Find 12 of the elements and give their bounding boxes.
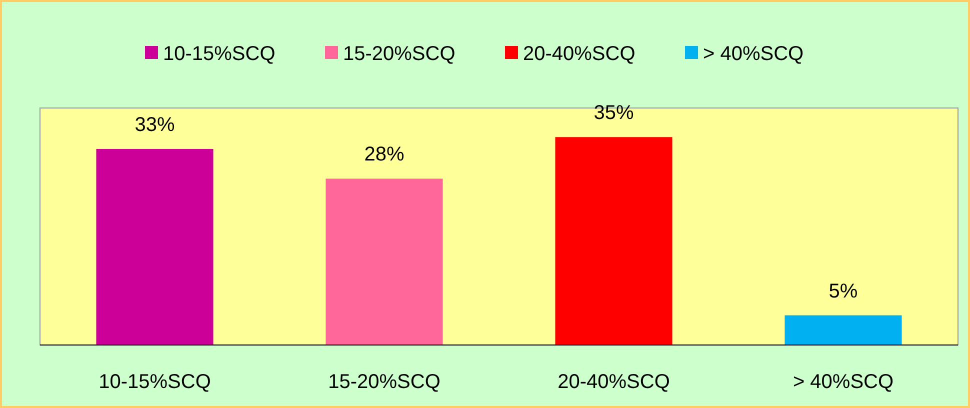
legend-label: 10-15%SCQ [163, 43, 276, 65]
legend-label: 15-20%SCQ [343, 43, 456, 65]
data-label: 5% [828, 280, 858, 302]
x-tick-label: 10-15%SCQ [98, 371, 211, 393]
x-tick-label: 20-40%SCQ [558, 371, 670, 393]
legend-label: > 40%SCQ [703, 43, 804, 65]
x-tick-label: 15-20%SCQ [328, 371, 440, 393]
x-tick-label: > 40%SCQ [792, 371, 894, 393]
data-label: 28% [364, 144, 404, 166]
data-label: 33% [134, 114, 175, 136]
legend-label: 20-40%SCQ [523, 43, 636, 65]
data-label: 35% [594, 102, 634, 124]
